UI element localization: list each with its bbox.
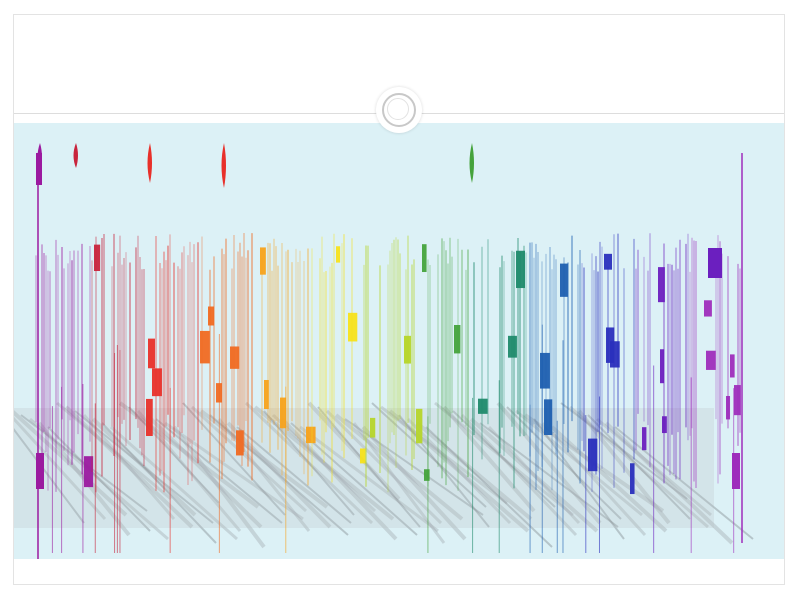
shadow-streak bbox=[280, 417, 398, 541]
shadow-streak bbox=[307, 401, 401, 501]
shadow-streak bbox=[110, 425, 238, 541]
shadow-streak bbox=[415, 421, 533, 521]
spectrum-block bbox=[148, 338, 155, 369]
shadow-streak bbox=[14, 416, 107, 521]
spectrum-block bbox=[610, 341, 620, 368]
spectrum-block bbox=[422, 244, 427, 273]
shadow-streak bbox=[91, 417, 197, 517]
spectrum-block bbox=[706, 350, 716, 370]
spectrum-block bbox=[658, 267, 665, 303]
shadow-streak bbox=[515, 409, 643, 517]
spectrum-block bbox=[630, 463, 635, 495]
flame-accent bbox=[221, 143, 226, 188]
spectrum-block bbox=[84, 456, 94, 488]
edge-bar bbox=[36, 153, 42, 185]
shadow-streak bbox=[452, 410, 556, 508]
shadow-streak bbox=[406, 417, 512, 525]
shadow-streak bbox=[560, 402, 688, 500]
distorted-spectrum-panel bbox=[14, 123, 784, 559]
spectrum-block bbox=[94, 244, 101, 272]
shadow-streak bbox=[371, 402, 487, 508]
shadow-streak bbox=[136, 410, 242, 532]
spectrum-block bbox=[604, 253, 613, 270]
shadow-streak bbox=[271, 413, 377, 513]
spectrum-block bbox=[306, 426, 316, 444]
spectrum-block bbox=[260, 247, 266, 275]
shadow-streak bbox=[541, 421, 647, 537]
shadow-streak bbox=[587, 414, 691, 520]
shadow-streak bbox=[82, 414, 176, 520]
shadow-streak bbox=[434, 401, 574, 517]
flame-accent bbox=[469, 143, 474, 183]
spectrum-block bbox=[336, 246, 341, 263]
shadow-streak bbox=[29, 417, 169, 541]
shadow-streak bbox=[380, 405, 508, 505]
shadow-streak bbox=[226, 421, 332, 529]
spectrum-artwork bbox=[14, 123, 784, 559]
shadow-streak bbox=[533, 418, 625, 540]
shadow-streak bbox=[469, 417, 599, 533]
spectrum-block bbox=[416, 408, 423, 444]
shadow-streak bbox=[182, 402, 286, 516]
shadow-streak bbox=[425, 426, 553, 548]
shadow-streak bbox=[506, 406, 622, 520]
shadow-streak bbox=[145, 413, 263, 529]
shadow-streak bbox=[317, 406, 421, 528]
shadow-streak bbox=[388, 409, 530, 533]
shadow-streak bbox=[190, 405, 308, 513]
edge-bar bbox=[36, 453, 44, 489]
spectrum-block bbox=[730, 354, 735, 378]
shadow-streak bbox=[74, 410, 214, 524]
shadow-streak bbox=[614, 426, 754, 540]
spectrum-block bbox=[200, 330, 210, 364]
shadow-streak bbox=[550, 425, 668, 533]
spectrum-block bbox=[152, 368, 162, 397]
shadow-streak bbox=[14, 410, 128, 517]
shadow-streak bbox=[604, 421, 734, 545]
ring-connector-icon bbox=[376, 87, 422, 133]
spectrum-block bbox=[560, 263, 568, 297]
shadow-streak bbox=[442, 405, 536, 513]
spectrum-block bbox=[544, 399, 553, 435]
spectrum-block bbox=[642, 427, 647, 451]
edge-bar bbox=[708, 248, 722, 278]
spectrum-block bbox=[454, 325, 461, 354]
shadow-streak bbox=[352, 422, 446, 544]
spectrum-block bbox=[734, 385, 741, 416]
spectrum-block bbox=[424, 469, 430, 481]
shadow-streak bbox=[496, 401, 602, 525]
shadow-streak bbox=[236, 426, 352, 524]
spectrum-block bbox=[230, 346, 240, 369]
spectrum-block bbox=[540, 352, 550, 389]
shadow-streak bbox=[299, 425, 439, 533]
shadow-streak bbox=[209, 414, 349, 536]
spectrum-block bbox=[478, 398, 488, 414]
shadow-streak bbox=[47, 426, 151, 532]
spectrum-block bbox=[280, 397, 287, 429]
shadow-streak bbox=[244, 401, 374, 525]
spectrum-block bbox=[360, 448, 366, 464]
spectrum-block bbox=[146, 398, 153, 436]
spectrum-block bbox=[208, 306, 215, 326]
edge-bar bbox=[732, 453, 740, 489]
shadow-streak bbox=[64, 405, 194, 529]
shadow-streak bbox=[325, 409, 443, 525]
slide-title bbox=[34, 45, 764, 85]
shadow-streak bbox=[263, 410, 355, 516]
shadow-streak bbox=[118, 401, 260, 509]
shadow-streak bbox=[101, 422, 217, 544]
shadow-streak bbox=[334, 413, 464, 521]
shadow-streak bbox=[164, 421, 304, 521]
shadow-streak bbox=[479, 422, 619, 528]
flame-accent bbox=[147, 143, 152, 183]
spectrum-block bbox=[588, 438, 598, 472]
shadow-streak bbox=[569, 405, 709, 529]
spectrum-block bbox=[264, 379, 269, 410]
spectrum-block bbox=[348, 312, 358, 342]
spectrum-block bbox=[704, 300, 712, 317]
spectrum-block bbox=[660, 349, 665, 384]
flame-accent bbox=[73, 143, 78, 168]
spectrum-block bbox=[370, 417, 376, 438]
shadow-streak bbox=[487, 425, 581, 525]
